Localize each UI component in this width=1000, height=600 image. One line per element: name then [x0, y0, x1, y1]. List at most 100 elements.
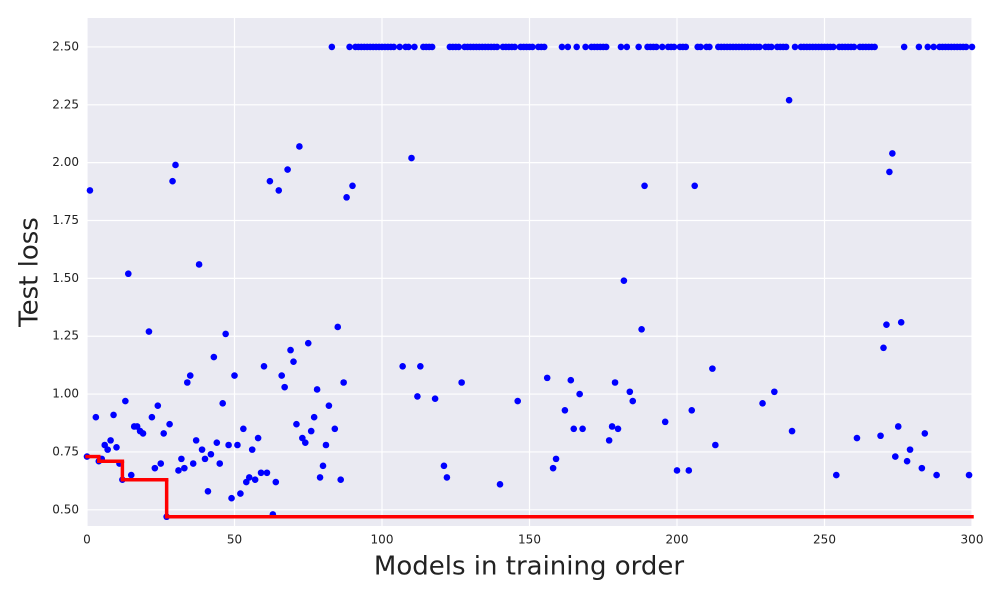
x-tick-label: 200 — [666, 533, 689, 547]
data-point — [390, 43, 398, 51]
data-point — [514, 397, 521, 405]
data-point — [417, 363, 424, 370]
data-point — [894, 423, 902, 430]
data-point — [440, 462, 448, 470]
y-tick-label: 1.50 — [52, 271, 79, 285]
data-point — [709, 365, 716, 372]
x-tick-label: 0 — [83, 533, 91, 547]
data-point — [529, 43, 536, 51]
data-point — [673, 467, 681, 474]
data-point — [151, 464, 159, 472]
data-point — [833, 471, 840, 479]
x-tick-label: 250 — [813, 533, 836, 547]
data-point — [605, 437, 613, 444]
data-point — [166, 420, 173, 428]
data-point — [278, 372, 286, 379]
data-point — [915, 43, 923, 51]
data-point — [558, 43, 566, 51]
data-point — [405, 43, 412, 51]
data-point — [113, 444, 120, 451]
data-point — [178, 455, 185, 463]
data-point — [570, 425, 578, 433]
data-point — [293, 420, 300, 428]
data-point — [346, 43, 353, 51]
data-point — [968, 43, 976, 51]
data-point — [924, 43, 932, 51]
data-point — [325, 402, 333, 409]
data-point — [234, 441, 241, 449]
data-point — [428, 43, 436, 51]
data-point — [275, 187, 283, 194]
y-tick-label: 2.00 — [52, 155, 79, 169]
data-point — [343, 194, 350, 201]
data-point — [635, 43, 642, 51]
data-point — [204, 487, 212, 495]
data-point — [104, 446, 111, 453]
data-point — [886, 168, 893, 176]
data-point — [933, 471, 940, 479]
data-point — [198, 446, 206, 453]
data-point — [414, 393, 421, 400]
data-point — [617, 43, 625, 51]
data-point — [576, 390, 583, 398]
data-point — [691, 182, 698, 190]
y-tick-label: 1.75 — [52, 213, 79, 227]
x-tick-label: 300 — [961, 533, 984, 547]
data-point — [254, 434, 262, 442]
data-point — [623, 43, 631, 51]
data-point — [310, 413, 318, 421]
data-point — [443, 474, 451, 481]
data-point — [125, 270, 132, 278]
data-point — [186, 372, 194, 379]
data-point — [148, 413, 156, 421]
data-point — [328, 43, 336, 51]
data-point — [641, 182, 648, 190]
data-point — [903, 457, 911, 465]
data-point — [455, 43, 463, 51]
data-point — [579, 425, 586, 433]
data-point — [853, 434, 861, 442]
data-point — [408, 154, 415, 162]
data-point — [260, 363, 268, 370]
data-point — [207, 450, 215, 458]
data-point — [962, 43, 970, 51]
data-point — [145, 328, 153, 335]
data-point — [195, 261, 203, 268]
data-point — [225, 441, 232, 449]
data-point — [602, 43, 610, 51]
data-point — [290, 358, 297, 365]
data-point — [349, 182, 356, 190]
data-point — [263, 469, 271, 477]
data-point — [564, 43, 572, 51]
data-point — [127, 471, 135, 479]
data-point — [620, 277, 628, 284]
data-point — [921, 430, 929, 437]
data-point — [222, 330, 229, 338]
data-point — [785, 96, 793, 104]
data-point — [768, 43, 775, 51]
data-point — [213, 439, 221, 446]
y-tick-label: 0.50 — [52, 502, 79, 516]
data-point — [889, 150, 896, 157]
data-point — [307, 427, 315, 435]
data-point — [549, 464, 557, 472]
data-point — [237, 490, 244, 497]
data-point — [248, 446, 256, 453]
data-point — [543, 374, 551, 382]
data-point — [302, 439, 309, 446]
data-point — [782, 43, 790, 51]
data-point — [897, 319, 905, 326]
data-point — [493, 43, 501, 51]
data-point — [281, 383, 288, 391]
data-point — [210, 353, 218, 361]
data-point — [670, 43, 678, 51]
data-point — [296, 143, 303, 150]
data-point — [331, 425, 339, 433]
data-point — [251, 476, 259, 484]
data-point — [319, 462, 327, 470]
data-point — [139, 430, 147, 437]
data-point — [697, 43, 704, 51]
y-tick-label: 0.75 — [52, 444, 79, 458]
data-point — [86, 187, 94, 194]
